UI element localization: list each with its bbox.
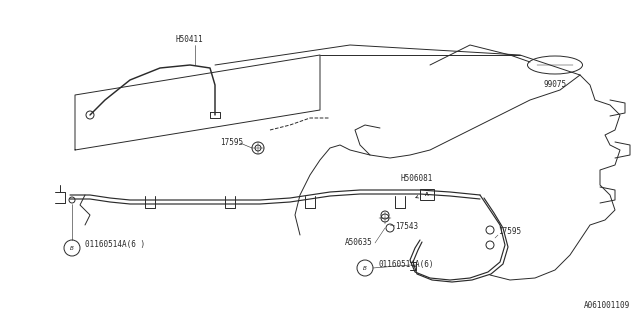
Text: A061001109: A061001109: [584, 301, 630, 310]
Text: 01160514A(6): 01160514A(6): [378, 260, 433, 268]
Text: B: B: [363, 266, 367, 270]
Text: 17543: 17543: [395, 222, 418, 231]
Text: H506081: H506081: [400, 174, 433, 183]
Text: 01160514A(6 ): 01160514A(6 ): [85, 239, 145, 249]
Text: 17595: 17595: [220, 138, 243, 147]
Text: H50411: H50411: [175, 35, 203, 44]
Text: B: B: [70, 245, 74, 251]
Text: 99075: 99075: [543, 80, 566, 89]
FancyBboxPatch shape: [420, 189, 434, 200]
Text: A50635: A50635: [345, 238, 372, 247]
Text: 17595: 17595: [498, 228, 521, 236]
Text: A: A: [425, 193, 429, 197]
Ellipse shape: [527, 56, 582, 74]
